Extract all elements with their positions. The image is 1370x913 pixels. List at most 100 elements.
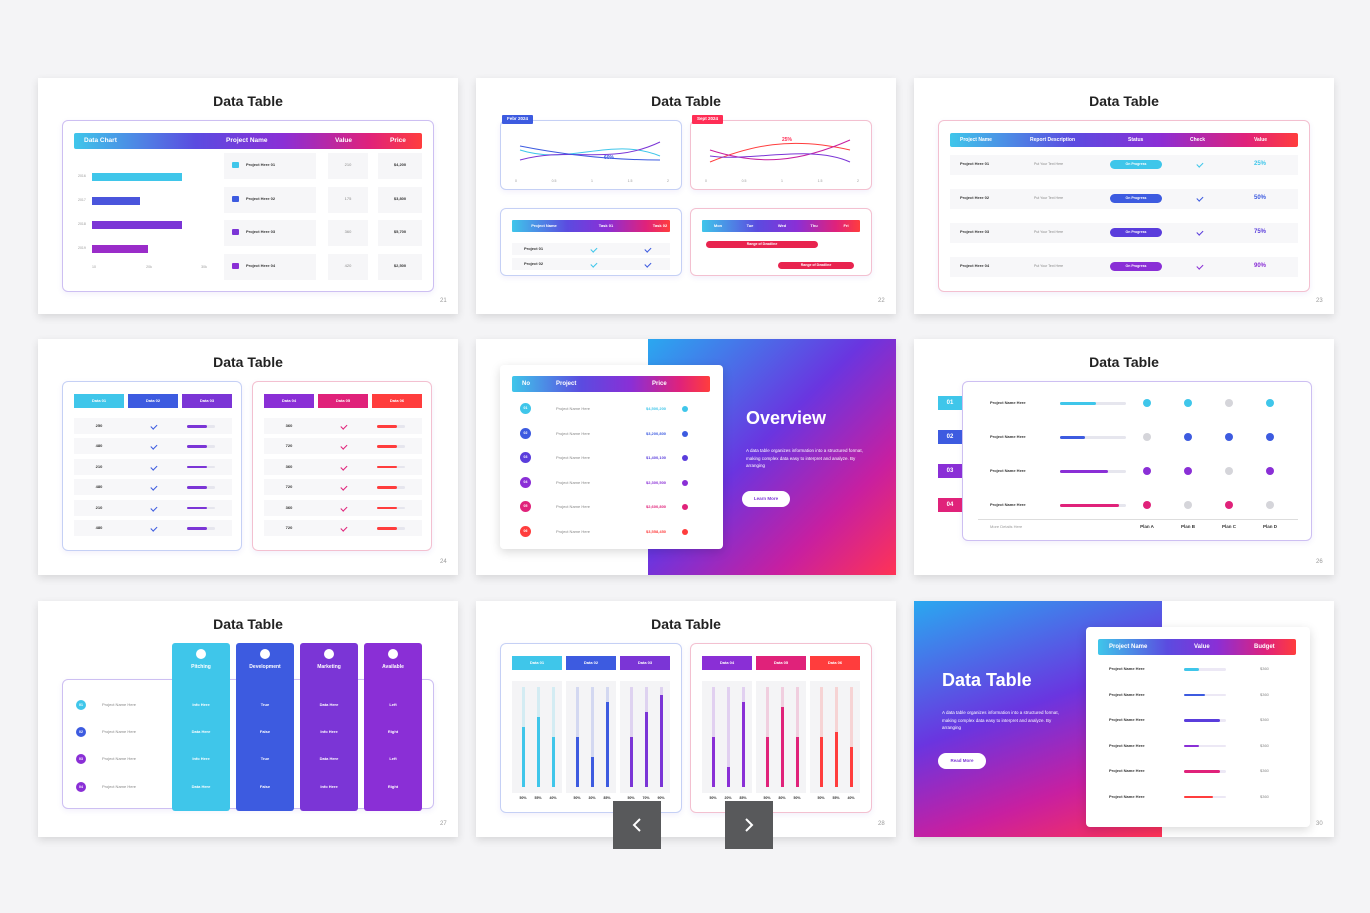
x-tick-label: 1.5	[817, 179, 823, 183]
column-label: Marketing	[317, 664, 341, 670]
bar-label: 50%	[763, 796, 771, 800]
label: 03	[523, 455, 528, 459]
bar	[835, 732, 838, 787]
header-label: Status	[1128, 136, 1144, 143]
bar-label: 70%	[642, 796, 650, 800]
number-box	[938, 498, 962, 512]
label: Project Name Here	[990, 502, 1026, 507]
label: $4,500,200	[646, 406, 667, 411]
bar-label: 40%	[847, 796, 855, 800]
label: Project Here 03	[246, 229, 276, 234]
label: Project Name Here	[1109, 717, 1145, 722]
number-box	[938, 396, 962, 410]
header-label: Task 01	[598, 223, 614, 228]
number-circle	[520, 452, 531, 463]
label: Project Name Here	[102, 702, 137, 707]
page-number: 23	[1316, 298, 1323, 304]
label: Project Here 04	[960, 263, 990, 268]
header-label: Budget	[1254, 644, 1275, 650]
header-label: Project Name	[960, 136, 992, 143]
panel	[500, 643, 682, 813]
label: 250	[95, 423, 103, 428]
label: Project Name Here	[556, 455, 591, 460]
row	[74, 458, 232, 475]
label: Project 01	[524, 246, 544, 251]
y-tick-label: 2016	[78, 174, 86, 178]
column-card	[172, 643, 230, 811]
bar-label: 50%	[573, 796, 581, 800]
plan-label: Plan D	[1262, 524, 1278, 529]
label: 04	[946, 502, 954, 508]
column-icon	[388, 649, 398, 659]
bar	[377, 445, 397, 448]
card	[1086, 627, 1310, 827]
check-circle	[1225, 467, 1233, 475]
slide-title: Data Table	[213, 354, 283, 370]
label: On Progress	[1125, 264, 1147, 268]
header-label: Value	[1194, 644, 1210, 650]
check-circle	[1143, 433, 1151, 441]
bar	[92, 173, 182, 181]
label: 01	[523, 406, 528, 410]
bar	[591, 757, 594, 787]
label: $360	[1260, 717, 1269, 722]
bar	[1060, 470, 1108, 473]
page-number: 21	[440, 298, 447, 304]
label: $2,300,500	[646, 479, 667, 485]
header-cell	[264, 394, 314, 408]
header-label: Data 06	[389, 398, 405, 403]
row	[512, 258, 670, 270]
label: Project Name Here	[1109, 742, 1145, 748]
cell-label: Info Here	[320, 729, 338, 734]
cell-label: Data Here	[191, 729, 211, 734]
bar	[552, 737, 555, 787]
row-icon	[232, 162, 239, 168]
line-chart	[510, 126, 670, 174]
cell-label: Data Here	[319, 756, 339, 761]
header-label: Data 01	[529, 660, 545, 665]
number-circle	[76, 700, 86, 710]
status-pill	[1110, 160, 1162, 169]
row	[264, 499, 422, 516]
bar	[377, 486, 397, 489]
bar	[1184, 693, 1205, 696]
badge: Sept 2024	[692, 115, 724, 124]
bar-label: 40%	[549, 796, 557, 800]
label: 06	[523, 528, 528, 533]
label: 360	[344, 229, 352, 234]
bar	[820, 737, 823, 787]
bar	[1060, 402, 1097, 405]
next-button[interactable]	[725, 801, 773, 849]
page-number: 27	[440, 821, 447, 827]
slide: No Project Price 01 Project Name Here $4,500,…	[476, 339, 896, 575]
track	[1184, 744, 1226, 747]
header-label: Data 04	[281, 398, 297, 403]
label: Project Here 02	[246, 195, 276, 201]
table-header	[74, 133, 422, 149]
check-circle	[1225, 433, 1233, 441]
y-tick-label: 2017	[78, 198, 86, 202]
label: Project Name Here	[102, 756, 137, 761]
bar-label: 30%	[588, 796, 596, 800]
label: Put Your Text Here	[1034, 162, 1064, 166]
column-card	[300, 643, 358, 811]
header-label: Value	[335, 137, 352, 144]
chart-label: 25%	[782, 137, 793, 143]
slide-title: Data Table	[651, 93, 721, 109]
lines	[709, 139, 851, 163]
bar	[576, 737, 579, 787]
cell	[224, 220, 316, 246]
label: Project Here 01	[246, 162, 276, 167]
row	[74, 418, 232, 434]
bar-label: 50%	[709, 796, 717, 800]
header-label: Project Name	[1109, 644, 1148, 650]
prev-button[interactable]	[613, 801, 661, 849]
label: 02	[79, 729, 83, 734]
check-circle	[1184, 501, 1192, 509]
label: 480	[95, 443, 103, 449]
paragraph: A data table organizes information into …	[942, 710, 1059, 731]
slide-title: Data Table	[213, 93, 283, 109]
row-icon	[232, 195, 239, 202]
x-tick-label: 0	[515, 179, 517, 183]
check-circle	[1225, 399, 1233, 407]
